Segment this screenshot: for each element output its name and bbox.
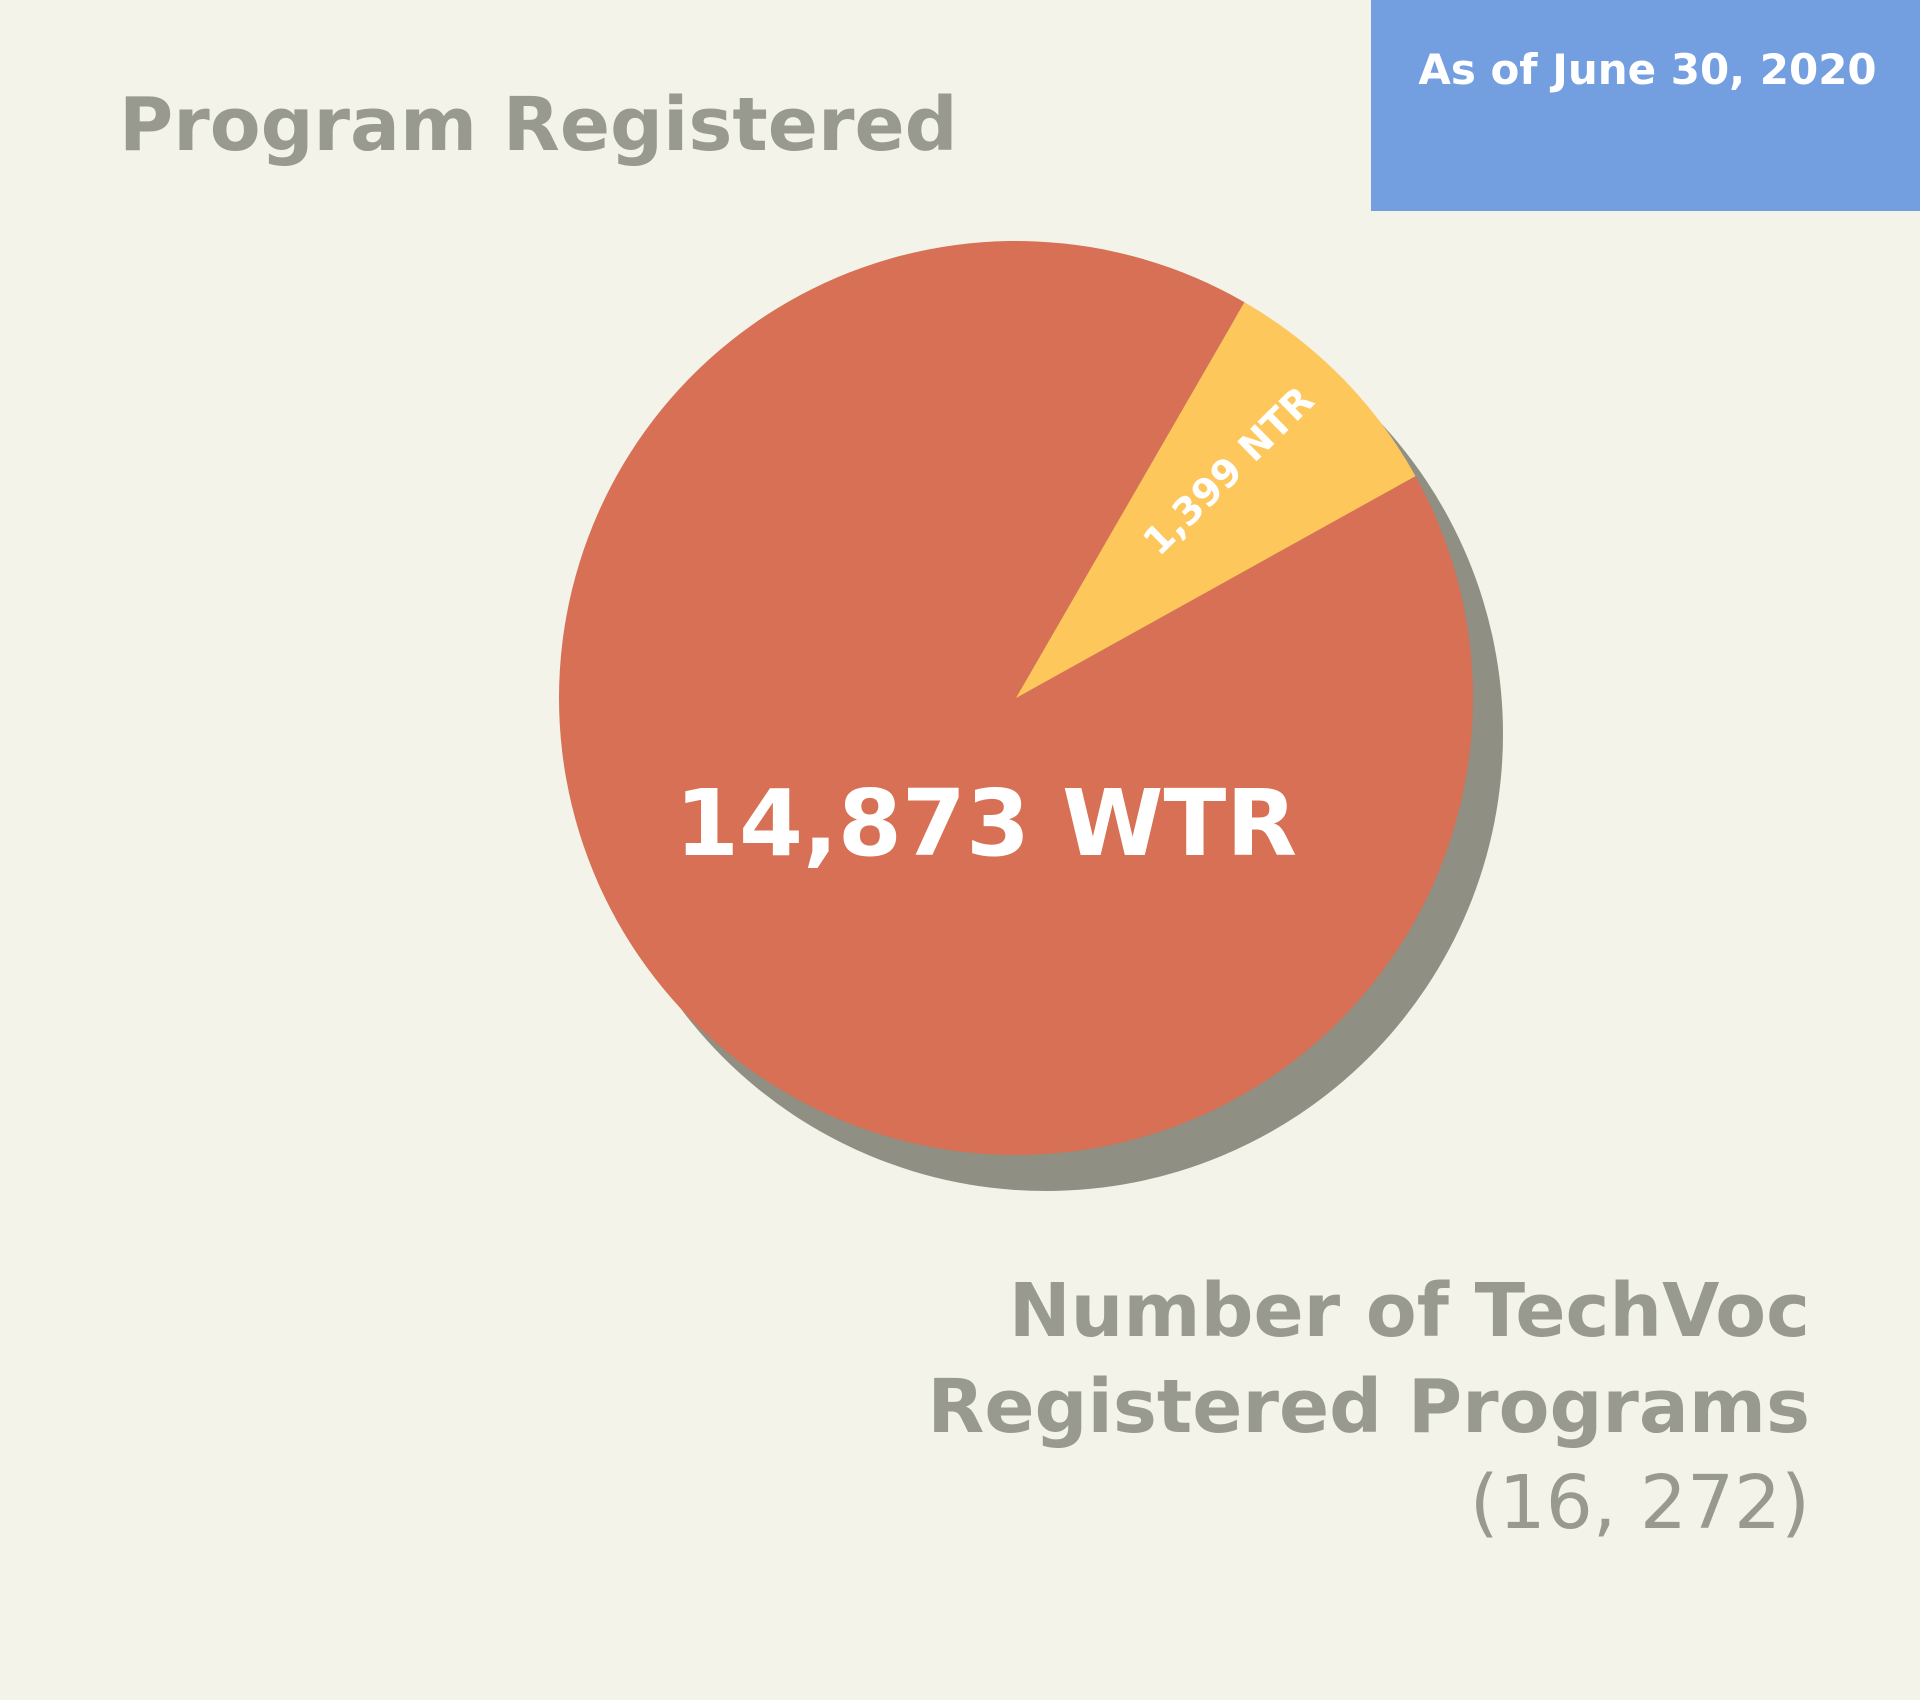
- annotation: Number of TechVoc Registered Programs (16,…: [927, 1268, 1810, 1546]
- chart-title: Program Registered: [119, 82, 958, 168]
- date-badge-text-box: As of June 30, 2020: [1418, 45, 1877, 94]
- pie-slice: [558, 240, 1473, 1155]
- annotation-line: (16, 272): [1470, 1460, 1810, 1546]
- annotation-line: Registered Programs: [927, 1364, 1810, 1450]
- data-label: 14,873 WTR: [675, 770, 1297, 877]
- chart-subtitle: As of June 30, 2020: [1418, 45, 1877, 94]
- annotation-line: Number of TechVoc: [1009, 1268, 1810, 1354]
- date-badge: [1371, 0, 1920, 211]
- pie-slice: [1016, 302, 1416, 698]
